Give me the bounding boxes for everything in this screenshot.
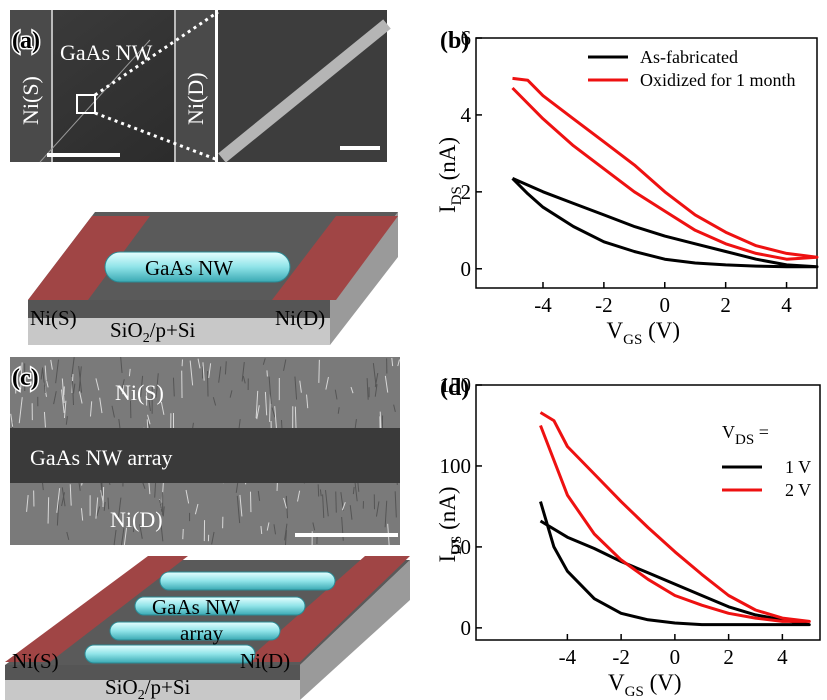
- substrate-label: SiO2/p+Si: [110, 318, 196, 346]
- subscript: 2: [138, 688, 145, 700]
- subscript: 2: [143, 331, 150, 346]
- sem-label: Ni(D): [110, 507, 163, 532]
- y-tick-label: 4: [461, 103, 472, 127]
- x-tick-label: -2: [612, 645, 630, 669]
- y-tick-label: 0: [461, 257, 472, 281]
- data-line: [513, 78, 818, 259]
- x-tick-label: 0: [670, 645, 681, 669]
- texture-line: [103, 487, 104, 507]
- schematic-label: Ni(D): [240, 649, 290, 673]
- text: V: [722, 422, 735, 442]
- panel-label: (a): [12, 28, 40, 54]
- data-line: [541, 413, 810, 622]
- texture-line: [207, 371, 208, 396]
- legend-label: 2 V: [785, 480, 811, 500]
- schematic-label: GaAs NW: [152, 595, 240, 619]
- panel-label: (d): [440, 375, 469, 401]
- schematic-label: array: [180, 621, 224, 645]
- subscript: DS: [735, 432, 754, 448]
- y-tick-label: 0: [461, 616, 472, 640]
- texture-line: [319, 360, 320, 383]
- axis-label: VGS (V): [607, 318, 681, 348]
- x-tick-label: -4: [559, 645, 577, 669]
- text: V: [607, 318, 624, 343]
- text: V: [608, 670, 625, 695]
- texture-line: [318, 484, 319, 496]
- axis-label: IDS (nA): [435, 137, 465, 213]
- schematic-c: GaAs NW array Ni(S) Ni(D) SiO2/p+Si: [5, 556, 410, 700]
- axis-label: VGS (V): [608, 670, 682, 700]
- text: (nA): [435, 137, 460, 186]
- subscript: DS: [449, 186, 465, 205]
- x-tick-label: -2: [595, 293, 613, 317]
- schematic-a: GaAs NW Ni(S) Ni(D) SiO2/p+Si: [28, 212, 398, 346]
- schematic-label: Ni(D): [275, 306, 325, 330]
- text: I: [435, 555, 460, 563]
- text: (V): [642, 318, 680, 343]
- text: (nA): [435, 486, 460, 535]
- x-tick-label: 2: [720, 293, 731, 317]
- texture-line: [48, 497, 49, 523]
- sem-image-a: (a) GaAs NW Ni(S) Ni(D): [10, 10, 387, 162]
- subscript: DS: [449, 536, 465, 555]
- text: /p+Si: [145, 675, 191, 699]
- axis-label: VDS =: [722, 422, 769, 448]
- legend-label: As-fabricated: [640, 47, 738, 67]
- data-line: [541, 502, 810, 625]
- texture-line: [108, 498, 109, 510]
- sem-label: Ni(S): [18, 76, 43, 125]
- text: (V): [644, 670, 682, 695]
- sem-label: GaAs NW array: [30, 445, 173, 470]
- text: /p+Si: [150, 318, 196, 342]
- panel-label: (c): [12, 365, 39, 391]
- schematic-label: GaAs NW: [145, 256, 233, 280]
- panel-label: (b): [440, 28, 469, 54]
- axis-label: IDS (nA): [435, 486, 465, 562]
- sem-label: Ni(S): [115, 380, 164, 405]
- texture-line: [336, 491, 337, 512]
- text: =: [754, 422, 769, 442]
- x-tick-label: 2: [723, 645, 734, 669]
- x-tick-label: 4: [781, 293, 792, 317]
- sem-label: Ni(D): [183, 72, 208, 125]
- schematic-label: Ni(S): [30, 306, 77, 330]
- sem-label: GaAs NW: [60, 40, 152, 65]
- subscript: GS: [625, 684, 644, 700]
- text: SiO: [110, 318, 143, 342]
- x-tick-label: -4: [534, 293, 552, 317]
- x-tick-label: 0: [660, 293, 671, 317]
- sem-image-c: (c) Ni(S) GaAs NW array Ni(D): [10, 357, 400, 545]
- subscript: GS: [623, 332, 642, 348]
- x-tick-label: 4: [777, 645, 788, 669]
- schematic-label: Ni(S): [12, 649, 59, 673]
- legend-label: 1 V: [785, 457, 811, 477]
- text: I: [435, 205, 460, 213]
- figure: (a) GaAs NW Ni(S) Ni(D) GaAs NW Ni(S) Ni…: [0, 0, 827, 700]
- y-tick-label: 100: [440, 454, 472, 478]
- legend-label: Oxidized for 1 month: [640, 70, 795, 90]
- text: SiO: [105, 675, 138, 699]
- substrate-label: SiO2/p+Si: [105, 675, 191, 700]
